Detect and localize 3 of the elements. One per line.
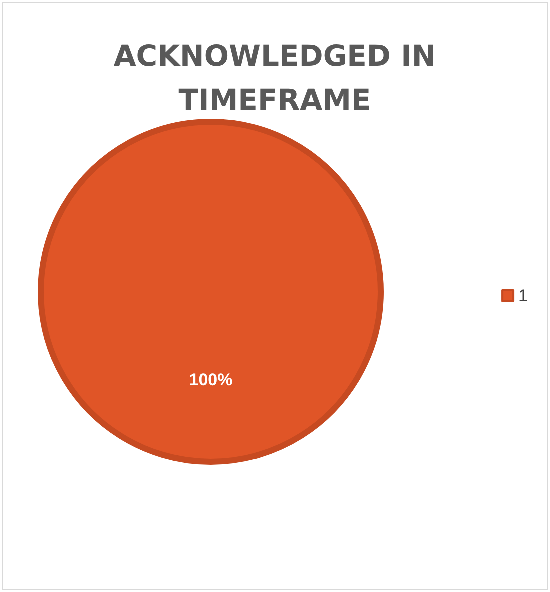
chart-title: ACKNOWLEDGED IN TIMEFRAME: [114, 39, 436, 117]
legend-label: 1: [518, 286, 528, 306]
data-label: 100%: [189, 370, 233, 390]
